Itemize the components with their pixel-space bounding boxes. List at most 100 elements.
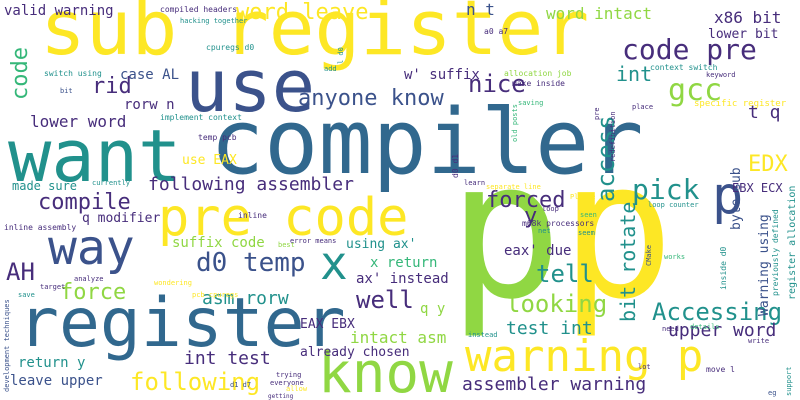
cloud-word-want: want bbox=[8, 114, 182, 198]
cloud-word-seem: seem bbox=[578, 229, 595, 237]
cloud-word-register: register bbox=[18, 284, 346, 363]
cloud-word-make-inside: make inside bbox=[512, 79, 565, 88]
cloud-word-works: works bbox=[664, 253, 686, 261]
cloud-word-bit-rotate: bit rotate bbox=[616, 201, 640, 322]
cloud-word-temp-pcb: temp pcb bbox=[198, 133, 237, 142]
cloud-word-code-pre: code pre bbox=[622, 33, 757, 66]
cloud-word-looking: looking bbox=[506, 290, 608, 318]
cloud-word-eg: eg bbox=[768, 389, 777, 397]
cloud-word-specific-register: specific register bbox=[694, 99, 787, 109]
cloud-word-need: need bbox=[662, 325, 679, 333]
cloud-word-made-sure: made sure bbox=[12, 179, 78, 193]
cloud-word-gcc: gcc bbox=[668, 73, 723, 108]
cloud-word-return-y: return y bbox=[18, 355, 86, 371]
cloud-word-inline: inline bbox=[238, 211, 267, 220]
cloud-word-separate-line: separate line bbox=[486, 183, 541, 191]
cloud-word-Warning-using: Warning using bbox=[757, 214, 772, 316]
cloud-word-d1-d7: d1 d7 bbox=[230, 381, 252, 389]
cloud-word-well: well bbox=[356, 286, 414, 314]
cloud-word-net: net bbox=[538, 227, 551, 235]
cloud-word-AH: AH bbox=[6, 258, 35, 286]
cloud-word-lower-word: lower word bbox=[30, 112, 127, 131]
cloud-word-Accessing: Accessing bbox=[652, 298, 783, 326]
cloud-word-already-chosen: already chosen bbox=[300, 345, 410, 360]
cloud-word-best: best bbox=[278, 241, 295, 249]
cloud-word-allocation-job: allocation job bbox=[504, 69, 572, 78]
cloud-word-lower-bit: lower bit bbox=[708, 27, 779, 42]
cloud-word-place: place bbox=[632, 103, 654, 111]
cloud-word-p-right: p bbox=[712, 166, 744, 226]
cloud-word-suffix-code: suffix code bbox=[172, 235, 265, 251]
cloud-word-EAX-EBX: EAX EBX bbox=[300, 317, 355, 332]
cloud-word-following-assembler: following assembler bbox=[148, 174, 354, 195]
cloud-word-w-suffix: w' suffix bbox=[404, 67, 480, 83]
cloud-word-asm-rorw: asm rorw bbox=[202, 288, 289, 309]
cloud-word-move-l: move l bbox=[706, 365, 735, 374]
cloud-word-ax-instead: ax' instead bbox=[356, 271, 449, 287]
cloud-word-implement-context: implement context bbox=[160, 113, 242, 122]
cloud-word-instead: instead bbox=[468, 331, 498, 339]
cloud-word-keyword: keyword bbox=[706, 71, 736, 79]
cloud-word-t-q: t q bbox=[748, 102, 781, 123]
cloud-word-valid-warning: valid warning bbox=[4, 3, 114, 19]
cloud-word-hacking-together: hacking together bbox=[180, 17, 248, 25]
cloud-word-q-y: q y bbox=[420, 301, 446, 317]
cloud-word-wondering: wondering bbox=[154, 279, 192, 287]
cloud-word-loop-counter: loop counter bbox=[648, 201, 699, 209]
cloud-word-target: target bbox=[40, 283, 66, 291]
cloud-word-pick: pick bbox=[632, 173, 700, 206]
cloud-word-using-ax: using ax' bbox=[346, 237, 417, 252]
cloud-word-save: save bbox=[18, 291, 35, 299]
cloud-word-Please: Please bbox=[570, 193, 596, 201]
cloud-word-forced: forced bbox=[486, 188, 566, 213]
cloud-word-d0-temp: d0 temp bbox=[196, 248, 306, 278]
cloud-word-nice: nice bbox=[468, 70, 526, 98]
cloud-word-lot: lot bbox=[638, 363, 651, 371]
cloud-word-analyze: analyze bbox=[74, 275, 104, 283]
cloud-word-upper-word: upper word bbox=[668, 320, 777, 341]
cloud-word-anyone-know: anyone know bbox=[298, 86, 444, 111]
cloud-word-cpuregs-d0: cpuregs d0 bbox=[206, 43, 255, 52]
cloud-word-sub-register: sub register bbox=[40, 0, 590, 72]
cloud-word-switch-using: switch using bbox=[44, 69, 102, 78]
cloud-word-saving: saving bbox=[518, 99, 544, 107]
cloud-word-register-allocation: register allocation bbox=[787, 185, 798, 300]
cloud-word-m68k-processors: m68k processors bbox=[522, 219, 595, 228]
cloud-word-test-int: test int bbox=[506, 318, 593, 339]
cloud-word-warning-p: warning p bbox=[465, 331, 704, 382]
cloud-word-y: y bbox=[524, 204, 538, 229]
cloud-word-context-switch: context switch bbox=[650, 63, 718, 72]
cloud-word-trying: trying bbox=[276, 371, 302, 379]
cloud-word-redefinition: redefinition bbox=[609, 111, 617, 162]
cloud-word-inline-assembly: inline assembly bbox=[4, 223, 77, 232]
cloud-word-force: force bbox=[60, 280, 127, 305]
cloud-word-use: use bbox=[185, 44, 316, 128]
cloud-word-development-techniques: development techniques bbox=[3, 299, 11, 392]
cloud-word-compiler: compiler bbox=[210, 90, 644, 195]
cloud-word-word-leave: word leave bbox=[236, 0, 369, 25]
cloud-word-pcb-cpuregs: pcb cpuregs bbox=[192, 291, 239, 299]
cloud-word-write: write bbox=[748, 337, 770, 345]
cloud-word-x: x bbox=[320, 236, 348, 290]
cloud-word-old-posts: old posts bbox=[511, 104, 519, 142]
cloud-word-case-AL: case AL bbox=[120, 67, 180, 83]
cloud-word-intact-asm: intact asm bbox=[350, 328, 447, 347]
cloud-word-compile: compile bbox=[38, 190, 131, 215]
cloud-word-inside-d0: inside d0 bbox=[719, 246, 728, 290]
cloud-word-eax-due: eax' due bbox=[504, 243, 572, 259]
cloud-word-CMake: CMake bbox=[645, 244, 653, 266]
cloud-word-word-intact: word intact bbox=[546, 4, 652, 23]
cloud-word-know: know bbox=[318, 341, 453, 400]
cloud-word-rorw-n: rorw n bbox=[124, 97, 175, 113]
cloud-word-d0-d1: d0 d1 bbox=[451, 153, 460, 178]
cloud-word-byte-sub: byte sub bbox=[729, 167, 744, 230]
cloud-word-leave-upper: leave upper bbox=[10, 373, 103, 389]
cloud-word-x-return: x return bbox=[370, 255, 438, 271]
cloud-word-tell: tell bbox=[536, 260, 594, 288]
cloud-word-way: way bbox=[48, 220, 135, 276]
cloud-word-pre-code: pre code bbox=[158, 188, 409, 248]
cloud-word-q-modifier: q modifier bbox=[82, 211, 161, 226]
cloud-word-compiled-headers: compiled headers bbox=[160, 5, 238, 14]
cloud-word-code: code bbox=[8, 47, 33, 100]
cloud-word-add: add bbox=[324, 65, 337, 73]
